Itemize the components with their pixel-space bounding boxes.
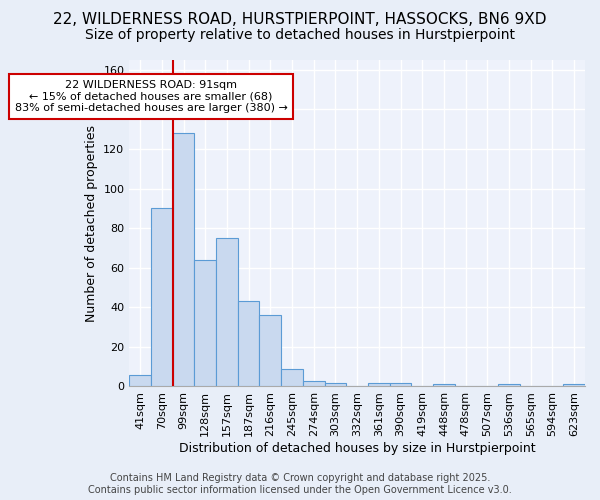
Bar (259, 315, 281, 386)
Bar (216, 238, 238, 386)
Text: 22 WILDERNESS ROAD: 91sqm
← 15% of detached houses are smaller (68)
83% of semi-: 22 WILDERNESS ROAD: 91sqm ← 15% of detac… (14, 80, 287, 113)
Bar (368, 382, 389, 386)
Bar (498, 384, 520, 386)
Bar (389, 382, 412, 386)
Text: 22, WILDERNESS ROAD, HURSTPIERPOINT, HASSOCKS, BN6 9XD: 22, WILDERNESS ROAD, HURSTPIERPOINT, HAS… (53, 12, 547, 28)
Bar (325, 382, 346, 386)
Bar (303, 380, 325, 386)
Bar (129, 374, 151, 386)
Text: Contains HM Land Registry data © Crown copyright and database right 2025.
Contai: Contains HM Land Registry data © Crown c… (88, 474, 512, 495)
Bar (151, 208, 173, 386)
Bar (563, 384, 585, 386)
Bar (433, 384, 455, 386)
Y-axis label: Number of detached properties: Number of detached properties (85, 124, 98, 322)
Bar (173, 133, 194, 386)
Bar (281, 368, 303, 386)
Bar (238, 302, 259, 386)
Text: Size of property relative to detached houses in Hurstpierpoint: Size of property relative to detached ho… (85, 28, 515, 42)
X-axis label: Distribution of detached houses by size in Hurstpierpoint: Distribution of detached houses by size … (179, 442, 535, 455)
Bar (194, 260, 216, 386)
